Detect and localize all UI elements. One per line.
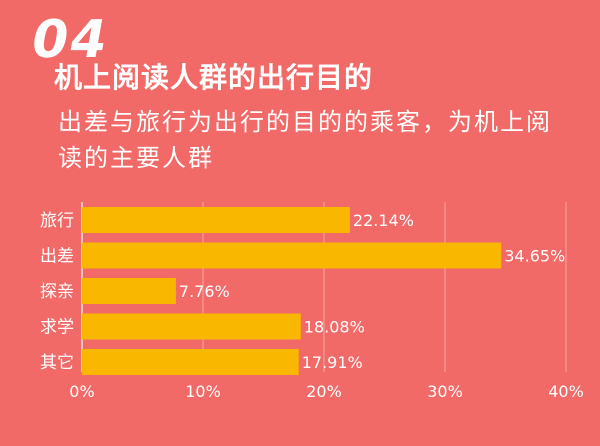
data-label: 22.14% bbox=[353, 211, 414, 230]
x-tick-label: 40% bbox=[548, 382, 584, 401]
category-label: 探亲 bbox=[40, 282, 74, 302]
data-label: 34.65% bbox=[504, 247, 565, 266]
data-label: 17.91% bbox=[302, 353, 363, 372]
page-subtitle: 出差与旅行为出行的目的的乘客，为机上阅读的主要人群 bbox=[58, 108, 552, 172]
bar bbox=[82, 207, 350, 233]
category-label: 其它 bbox=[40, 353, 74, 373]
data-label: 7.76% bbox=[179, 282, 230, 301]
x-tick-label: 20% bbox=[306, 382, 342, 401]
category-label: 旅行 bbox=[40, 211, 74, 231]
x-tick-label: 10% bbox=[185, 382, 221, 401]
bar bbox=[82, 349, 299, 375]
bar bbox=[82, 278, 176, 304]
category-label: 求学 bbox=[40, 318, 74, 338]
x-tick-label: 0% bbox=[69, 382, 94, 401]
page-title: 机上阅读人群的出行目的 bbox=[54, 61, 374, 94]
bar bbox=[82, 242, 502, 269]
data-label: 18.08% bbox=[304, 318, 365, 337]
bar bbox=[82, 313, 301, 340]
category-label: 出差 bbox=[40, 247, 74, 267]
x-tick-label: 30% bbox=[427, 382, 463, 401]
